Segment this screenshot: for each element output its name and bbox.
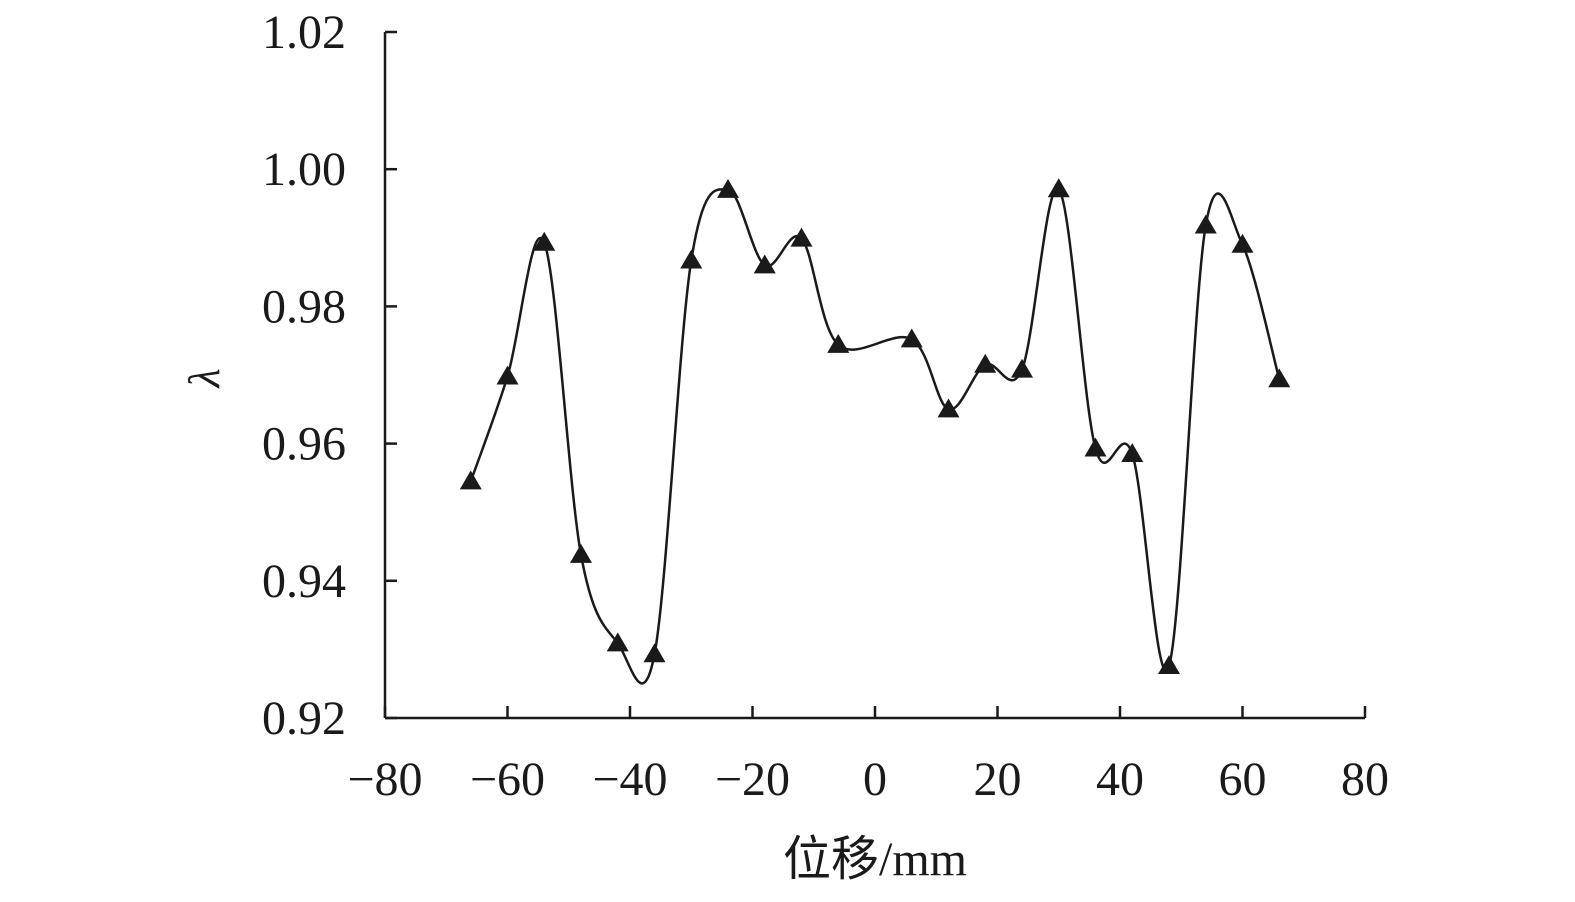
y-tick-label: 0.92 [262, 692, 346, 745]
triangle-marker [1084, 437, 1107, 457]
series-markers [459, 178, 1291, 674]
y-tick-label: 0.94 [262, 555, 346, 608]
y-tick-label: 1.02 [262, 6, 346, 59]
x-tick-label: −80 [347, 753, 422, 806]
triangle-marker [533, 231, 556, 251]
x-tick-label: −60 [470, 753, 545, 806]
x-tick-label: 20 [974, 753, 1022, 806]
axes [383, 32, 1365, 720]
x-tick-label: −40 [592, 753, 667, 806]
y-tick-label: 0.96 [262, 418, 346, 471]
triangle-marker [606, 632, 629, 652]
x-tick-label: 60 [1219, 753, 1267, 806]
y-axis-ticks: 0.92 0.94 0.96 0.98 1.00 1.02 [262, 6, 397, 745]
triangle-marker [1011, 358, 1033, 378]
triangle-marker [1194, 214, 1217, 234]
x-tick-label: 80 [1341, 753, 1389, 806]
y-tick-label: 1.00 [262, 143, 346, 196]
triangle-marker [717, 178, 739, 198]
triangle-marker [900, 328, 923, 348]
triangle-marker [937, 398, 960, 418]
triangle-marker [753, 254, 776, 274]
triangle-marker [570, 543, 592, 563]
triangle-marker [496, 365, 519, 385]
series-line [469, 187, 1281, 685]
x-axis-ticks: −80 −60 −40 −20 0 20 40 60 80 [347, 706, 1389, 806]
y-axis-label: λ [180, 368, 229, 389]
triangle-marker [1121, 443, 1144, 462]
triangle-marker [790, 227, 813, 247]
triangle-marker [1158, 655, 1180, 674]
y-tick-label: 0.98 [262, 280, 346, 333]
triangle-marker [1047, 178, 1070, 198]
x-tick-label: −20 [715, 753, 790, 806]
triangle-marker [459, 470, 482, 490]
x-tick-label: 40 [1096, 753, 1144, 806]
triangle-marker [1268, 368, 1291, 388]
triangle-marker [1231, 233, 1254, 253]
triangle-marker [680, 249, 703, 269]
triangle-marker [827, 334, 850, 353]
triangle-marker [974, 353, 997, 373]
x-tick-label: 0 [863, 753, 887, 806]
x-axis-label: 位移/mm [783, 833, 967, 886]
triangle-marker [643, 643, 666, 663]
